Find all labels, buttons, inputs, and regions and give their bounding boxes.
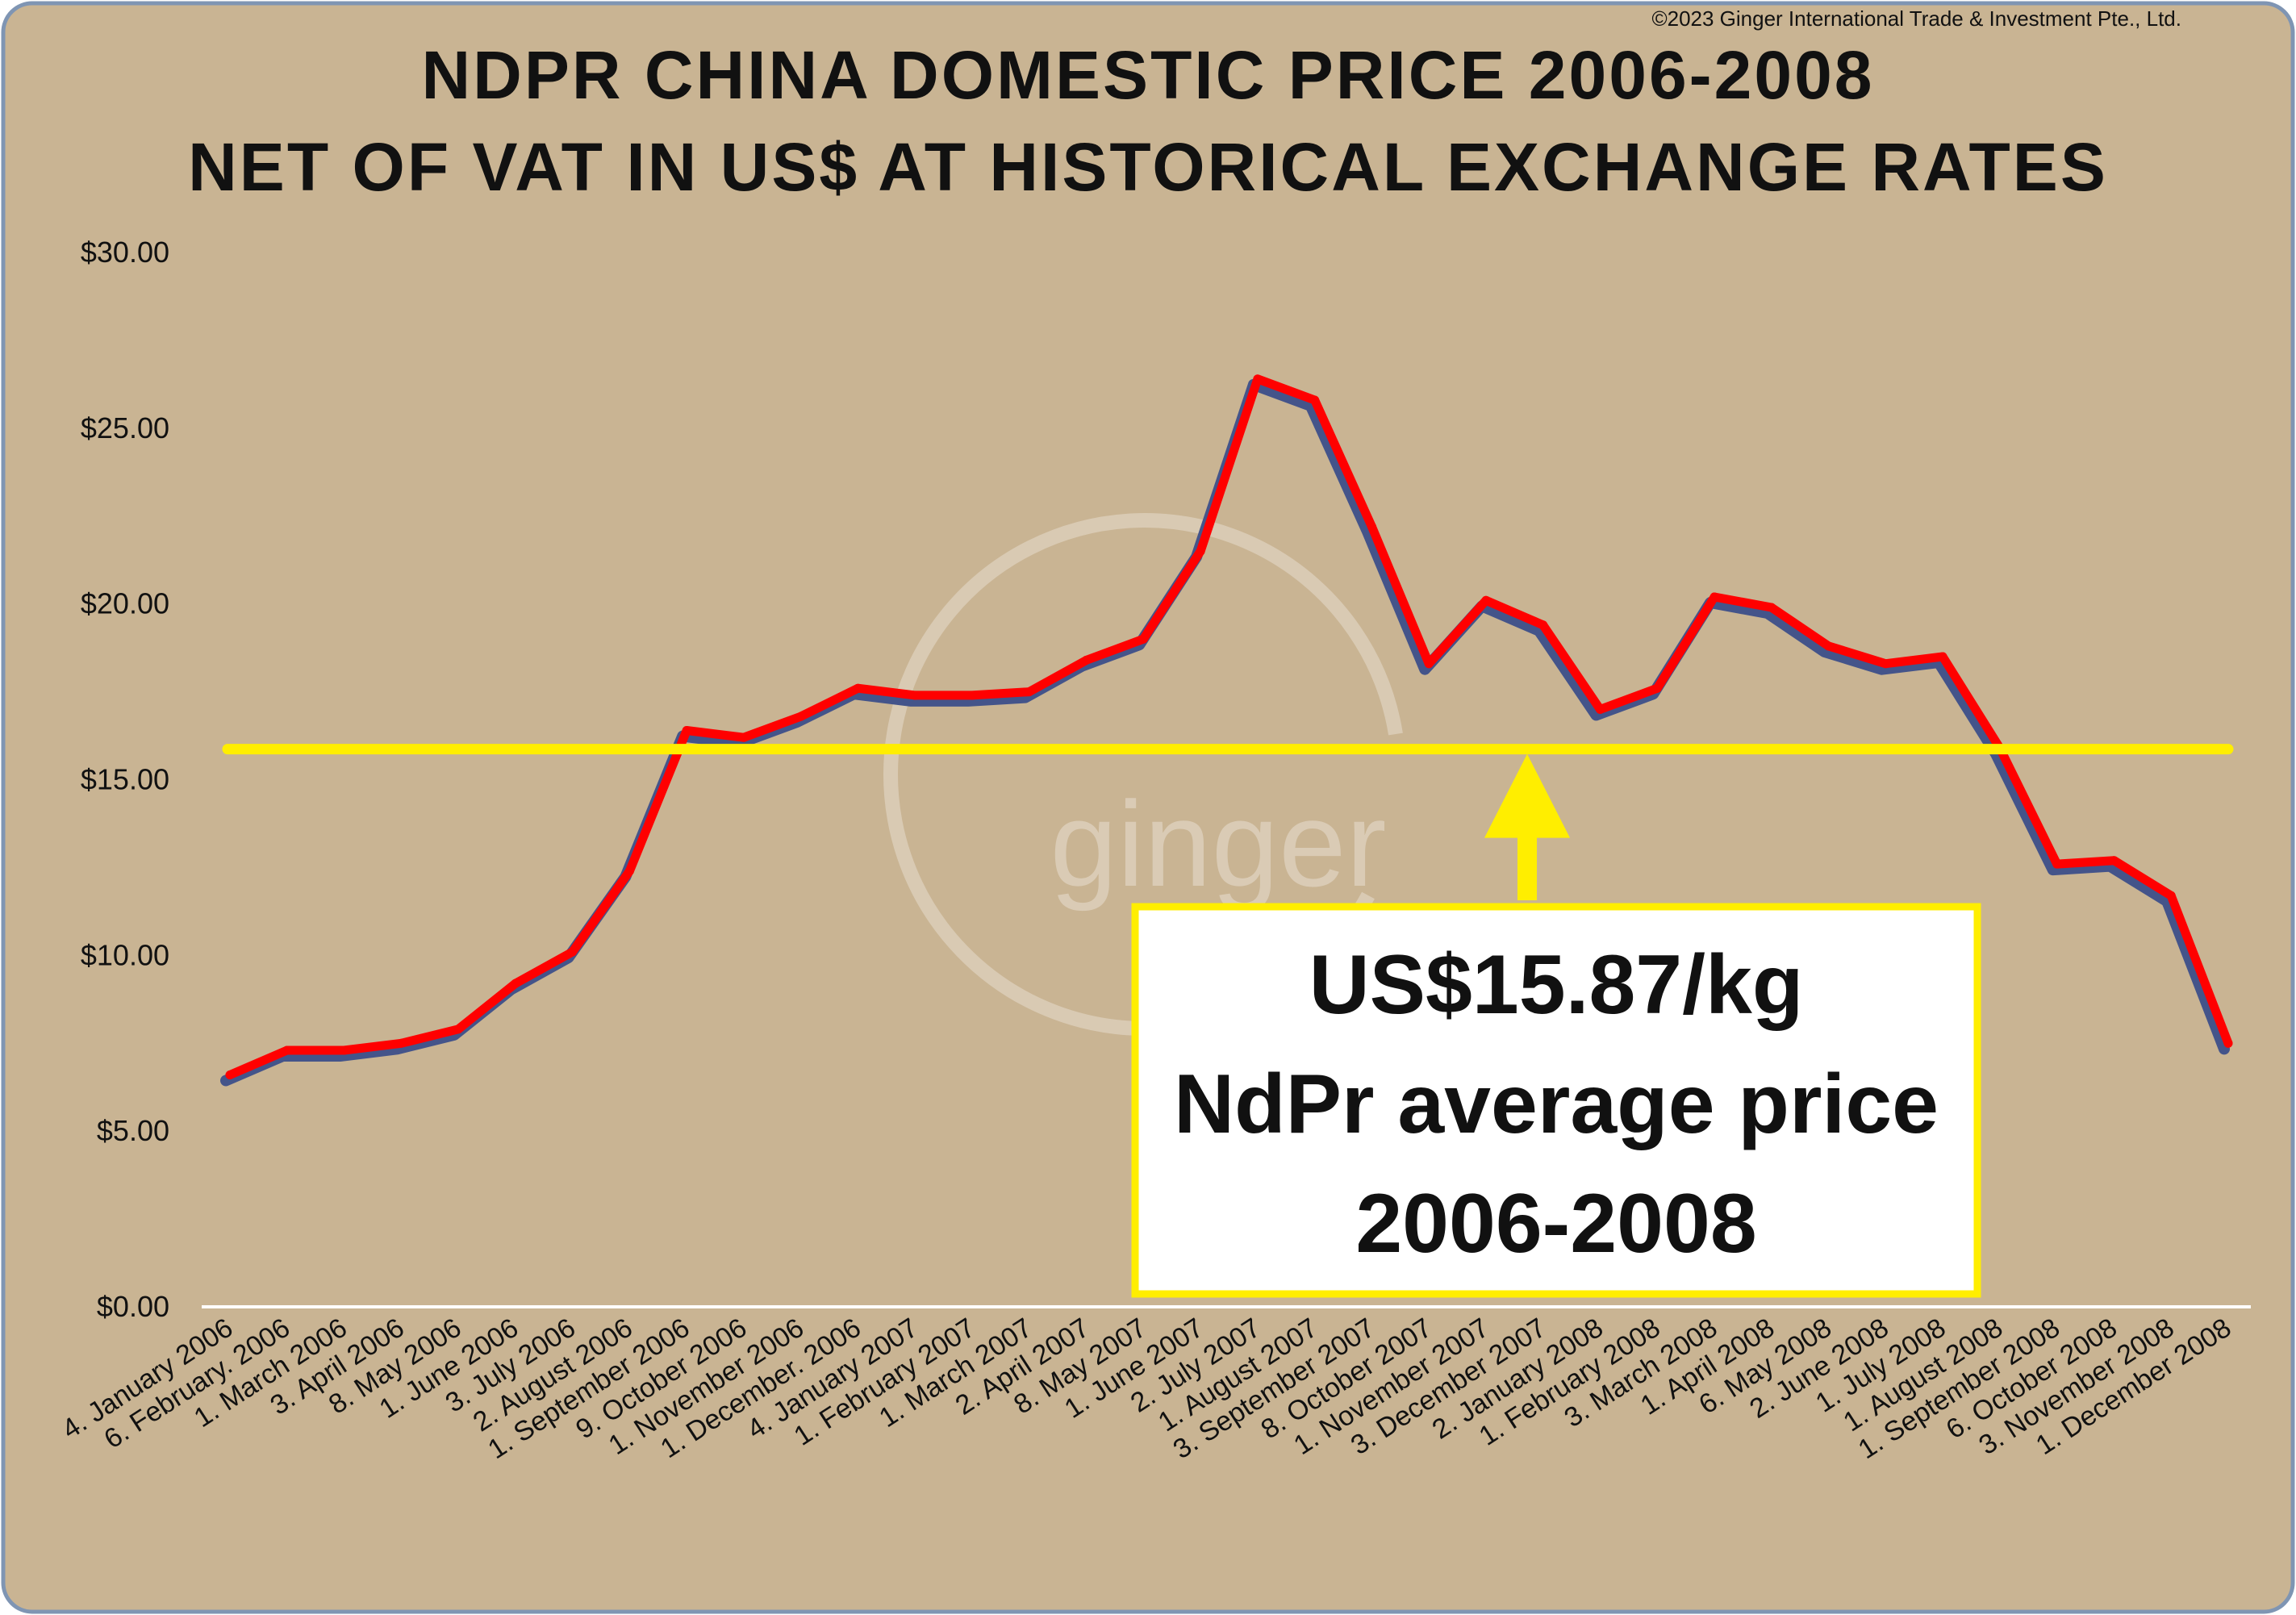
y-tick-label: $5.00 [97,1114,169,1147]
annotation-price-label: US$15.87/kg [1309,938,1804,1032]
price-series-line [225,374,2233,1079]
price-point [1138,634,1148,644]
copyright-notice: ©2023 Ginger International Trade & Inves… [1651,6,2181,31]
price-point [396,1038,406,1048]
price-point [1538,620,1548,630]
price-point [1709,592,1719,602]
price-point [1082,655,1092,665]
price-point [225,1070,235,1079]
price-point [2052,859,2062,869]
price-point [1881,659,1890,669]
price-point [2109,856,2119,866]
price-point [1767,603,1776,612]
y-tick-label: $15.00 [81,763,169,796]
average-arrow [1484,753,1570,900]
annotation-box [1131,903,1981,1298]
annotation-description-label: NdPr average price [1174,1058,1939,1151]
price-points [225,374,2233,1079]
y-tick-label: $25.00 [81,411,169,444]
price-point [2223,1038,2233,1048]
y-tick-label: $20.00 [81,587,169,620]
price-point [453,1025,463,1034]
price-point [624,866,634,876]
price-point [739,732,749,742]
price-point [1824,641,1834,651]
price-point [682,726,691,736]
price-point [568,947,578,957]
y-tick-label: $30.00 [81,236,169,269]
price-point [1481,595,1491,605]
price-point [1196,546,1205,556]
price-point [910,691,920,700]
price-point [1652,683,1662,693]
price-point [796,712,806,721]
arrow-shaft [1517,836,1537,900]
y-axis: $0.00 $5.00 $10.00 $15.00 $20.00 $25.00 $30.00 [81,236,169,1323]
chart-title: NDPR CHINA DOMESTIC PRICE 2006-2008 [422,37,1875,113]
chart-subtitle: NET OF VAT IN US$ AT HISTORICAL EXCHANGE… [188,129,2108,205]
price-point [853,683,862,693]
price-point [967,691,977,700]
annotation-period-label: 2006-2008 [1355,1177,1756,1271]
price-point [1938,652,1947,661]
price-point [340,1045,349,1055]
y-tick-label: $10.00 [81,938,169,971]
price-point [2166,891,2176,900]
price-point [1310,395,1320,405]
y-tick-label: $0.00 [97,1290,169,1323]
price-point [1025,687,1034,697]
watermark-text: ginger [1050,776,1387,912]
arrow-head [1484,753,1570,838]
price-point [1367,522,1376,532]
price-point [511,979,520,988]
price-point [282,1045,292,1055]
price-point [1424,659,1434,669]
price-point [1253,374,1263,384]
average-annotation-box: US$15.87/kg NdPr average price 2006-2008 [1131,903,1981,1298]
price-point [1596,704,1605,714]
